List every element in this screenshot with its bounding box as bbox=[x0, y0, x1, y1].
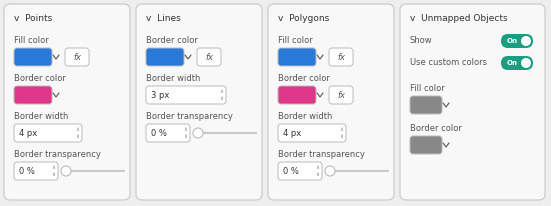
Text: ∨: ∨ bbox=[339, 135, 343, 139]
Circle shape bbox=[521, 58, 531, 68]
Text: fx: fx bbox=[337, 53, 345, 62]
FancyBboxPatch shape bbox=[146, 48, 184, 66]
FancyBboxPatch shape bbox=[278, 162, 322, 180]
Text: ∨: ∨ bbox=[219, 96, 223, 102]
FancyBboxPatch shape bbox=[501, 56, 533, 70]
Circle shape bbox=[193, 128, 203, 138]
Text: 3 px: 3 px bbox=[151, 90, 169, 99]
Circle shape bbox=[325, 166, 335, 176]
FancyBboxPatch shape bbox=[146, 124, 190, 142]
FancyBboxPatch shape bbox=[329, 48, 353, 66]
FancyBboxPatch shape bbox=[410, 136, 442, 154]
FancyBboxPatch shape bbox=[4, 4, 130, 200]
Text: fx: fx bbox=[205, 53, 213, 62]
Text: 0 %: 0 % bbox=[19, 166, 35, 176]
Text: Border transparency: Border transparency bbox=[278, 150, 365, 159]
Circle shape bbox=[521, 36, 531, 46]
FancyBboxPatch shape bbox=[14, 162, 58, 180]
FancyBboxPatch shape bbox=[14, 86, 52, 104]
FancyBboxPatch shape bbox=[146, 86, 226, 104]
Text: ∧: ∧ bbox=[183, 126, 187, 132]
Text: Fill color: Fill color bbox=[278, 36, 313, 45]
Text: 0 %: 0 % bbox=[283, 166, 299, 176]
Text: v  Points: v Points bbox=[14, 14, 52, 23]
Text: Border color: Border color bbox=[278, 74, 330, 83]
FancyBboxPatch shape bbox=[197, 48, 221, 66]
Text: ∧: ∧ bbox=[75, 126, 79, 132]
Text: 4 px: 4 px bbox=[19, 129, 37, 137]
Text: ∧: ∧ bbox=[339, 126, 343, 132]
FancyBboxPatch shape bbox=[14, 124, 82, 142]
Text: Border transparency: Border transparency bbox=[14, 150, 101, 159]
Text: Fill color: Fill color bbox=[410, 84, 445, 93]
Text: ∨: ∨ bbox=[75, 135, 79, 139]
Text: Fill color: Fill color bbox=[14, 36, 48, 45]
Text: Border transparency: Border transparency bbox=[146, 112, 233, 121]
Text: ∧: ∧ bbox=[219, 89, 223, 94]
FancyBboxPatch shape bbox=[501, 34, 533, 48]
FancyBboxPatch shape bbox=[278, 124, 346, 142]
Text: ∨: ∨ bbox=[183, 135, 187, 139]
FancyBboxPatch shape bbox=[268, 4, 394, 200]
Text: ∨: ∨ bbox=[315, 172, 319, 177]
Text: v  Polygons: v Polygons bbox=[278, 14, 329, 23]
Text: fx: fx bbox=[73, 53, 81, 62]
Text: ∨: ∨ bbox=[51, 172, 55, 177]
Text: v  Unmapped Objects: v Unmapped Objects bbox=[410, 14, 507, 23]
Text: Border width: Border width bbox=[14, 112, 68, 121]
Text: Border width: Border width bbox=[278, 112, 332, 121]
FancyBboxPatch shape bbox=[400, 4, 545, 200]
Text: 4 px: 4 px bbox=[283, 129, 301, 137]
Text: On: On bbox=[507, 38, 518, 44]
Text: Border color: Border color bbox=[146, 36, 198, 45]
Text: Border color: Border color bbox=[14, 74, 66, 83]
Text: Use custom colors: Use custom colors bbox=[410, 58, 487, 67]
Text: ∧: ∧ bbox=[315, 165, 319, 170]
FancyBboxPatch shape bbox=[329, 86, 353, 104]
Text: On: On bbox=[507, 60, 518, 66]
FancyBboxPatch shape bbox=[65, 48, 89, 66]
Text: 0 %: 0 % bbox=[151, 129, 167, 137]
FancyBboxPatch shape bbox=[14, 48, 52, 66]
Text: fx: fx bbox=[337, 90, 345, 99]
FancyBboxPatch shape bbox=[278, 86, 316, 104]
Text: Show: Show bbox=[410, 36, 433, 45]
Text: Border color: Border color bbox=[410, 124, 462, 133]
Text: Border width: Border width bbox=[146, 74, 201, 83]
FancyBboxPatch shape bbox=[410, 96, 442, 114]
FancyBboxPatch shape bbox=[278, 48, 316, 66]
Text: v  Lines: v Lines bbox=[146, 14, 181, 23]
Text: ∧: ∧ bbox=[51, 165, 55, 170]
FancyBboxPatch shape bbox=[136, 4, 262, 200]
Circle shape bbox=[61, 166, 71, 176]
